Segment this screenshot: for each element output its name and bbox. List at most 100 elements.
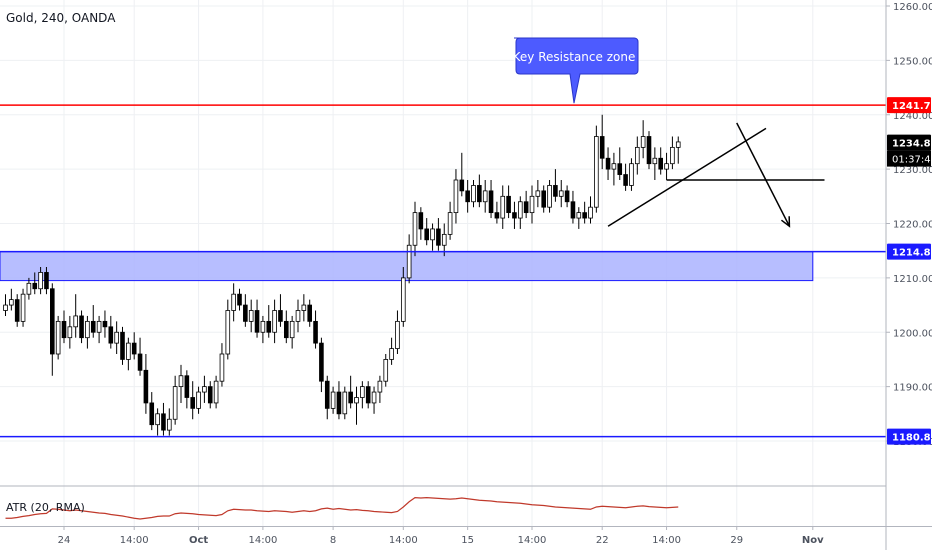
candle-body [96, 320, 102, 333]
candle-body [161, 413, 166, 431]
candle-body [629, 163, 634, 186]
candle-body [202, 386, 207, 393]
candle-body [38, 272, 43, 290]
candle-body [664, 163, 669, 170]
candle-body [196, 391, 201, 409]
y-tick-label: 1260.000 [893, 2, 932, 13]
candle-body [576, 212, 582, 219]
candle-body [14, 299, 20, 322]
candle-body [412, 212, 418, 246]
candle-body [126, 342, 131, 360]
y-tick-label: 1210.000 [893, 274, 932, 285]
candle-body [330, 391, 336, 409]
candle-body [178, 375, 184, 388]
line-layer: Key Resistance zone [0, 37, 886, 438]
price-axis [886, 0, 932, 550]
x-tick-label: 8 [330, 535, 336, 546]
candle-body [319, 342, 324, 382]
candle-body [190, 397, 196, 409]
candle-body [90, 320, 96, 333]
candle-body [3, 304, 8, 311]
candle-body [646, 136, 652, 165]
zone-top-tag [887, 243, 931, 260]
x-tick-label: 14:00 [518, 535, 547, 546]
atr-line [5, 497, 679, 520]
candle-body [9, 299, 14, 306]
atr-title: ATR (20, RMA) [6, 501, 85, 514]
candle-body [377, 380, 383, 393]
candle-body [67, 326, 73, 339]
countdown-label: 01:37:49 [892, 155, 932, 166]
candle-body [307, 304, 312, 322]
candle-body [237, 293, 242, 306]
candle-body [131, 342, 137, 355]
x-tick-label: 22 [596, 535, 609, 546]
candle-body [658, 157, 663, 170]
y-tick-label: 1250.000 [893, 56, 932, 67]
candle-body [518, 201, 523, 219]
candle-body [406, 244, 412, 279]
candle-body [166, 418, 172, 431]
callout-text: Key Resistance zone [513, 50, 636, 64]
current-price-tag [887, 134, 931, 151]
candle-body [85, 320, 90, 339]
candle-body [44, 272, 49, 290]
candle-body [471, 185, 476, 203]
candle-body [488, 190, 494, 214]
candle-body [283, 320, 289, 339]
resistance-tag [887, 97, 931, 114]
candle-body [447, 212, 453, 235]
candle-body [120, 331, 125, 360]
candle-body [477, 185, 482, 203]
candle-body [599, 136, 605, 159]
x-tick-label: 29 [730, 535, 743, 546]
zone-layer [0, 251, 814, 282]
x-tick-label: 14:00 [248, 535, 277, 546]
x-tick-label: Oct [189, 535, 208, 546]
resistance-tag-label: 1241.766 [892, 101, 932, 112]
candle-body [50, 288, 55, 355]
y-tick-label: 1240.000 [893, 111, 932, 122]
candle-body [441, 233, 447, 246]
candle-body [102, 320, 108, 328]
candle-body [61, 320, 67, 339]
candle-body [172, 386, 178, 420]
candle-body [670, 146, 675, 165]
candle-body [73, 315, 79, 328]
symbol-label: Gold, 240, OANDA [6, 11, 116, 25]
candle-body [635, 146, 640, 165]
candle-body [114, 331, 119, 344]
candle-body [465, 190, 470, 203]
candle-body [371, 391, 377, 404]
candle-body [20, 293, 26, 322]
y-tick-label: 1220.000 [893, 220, 932, 231]
candle-body [213, 380, 219, 404]
candle-body [617, 163, 623, 175]
candle-body [558, 190, 564, 197]
callout-balloon [514, 37, 639, 104]
x-tick-label: 14:00 [120, 535, 149, 546]
candle-body [295, 310, 301, 322]
x-tick-label: 14:00 [389, 535, 418, 546]
candle-body [523, 201, 529, 214]
candle-body [260, 320, 266, 333]
candle-body [594, 136, 599, 208]
candle-body [149, 402, 155, 426]
candle-body [207, 386, 213, 404]
candle-body [336, 391, 342, 415]
candle-body [272, 310, 277, 333]
candle-body [436, 228, 441, 246]
candle-body [289, 320, 295, 339]
projection-arrow-head [780, 216, 791, 228]
candle-body [108, 326, 114, 344]
candle-body [143, 369, 149, 404]
candle-body [266, 320, 272, 333]
candle-body [623, 174, 628, 186]
candle-body [541, 190, 546, 208]
candle-body [506, 195, 511, 214]
candle-body [564, 190, 570, 203]
candle-body [535, 190, 541, 197]
